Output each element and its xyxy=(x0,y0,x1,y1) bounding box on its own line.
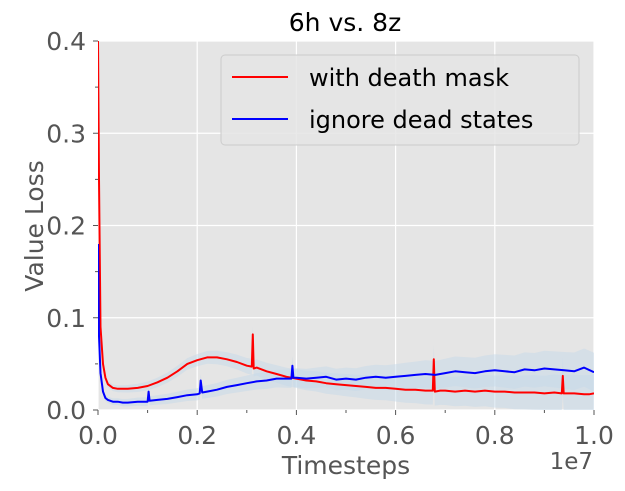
x-tick-label: 0.4 xyxy=(277,421,317,450)
y-tick-label: 0.1 xyxy=(46,304,86,333)
legend-label-with-death-mask: with death mask xyxy=(309,64,509,92)
y-tick-labels: 0.0 0.1 0.2 0.3 0.4 xyxy=(46,27,86,425)
chart-title: 6h vs. 8z xyxy=(289,8,401,37)
confidence-bands xyxy=(98,41,594,410)
x-tick-label: 0.8 xyxy=(475,421,515,450)
x-tick-label: 0.0 xyxy=(78,421,118,450)
legend-label-ignore-dead-states: ignore dead states xyxy=(309,106,533,134)
y-tick-label: 0.3 xyxy=(46,119,86,148)
legend: with death mask ignore dead states xyxy=(220,54,580,146)
x-tick-label: 0.2 xyxy=(177,421,217,450)
y-tick-label: 0.4 xyxy=(46,27,86,56)
series-line-with-death-mask xyxy=(98,41,594,396)
series-line-ignore-dead-states xyxy=(98,243,594,404)
tick-marks xyxy=(93,40,595,415)
x-tick-label: 0.6 xyxy=(376,421,416,450)
y-tick-label: 0.2 xyxy=(46,212,86,241)
x-tick-label: 1.0 xyxy=(574,421,614,450)
series-band-1 xyxy=(98,241,594,407)
x-tick-labels: 0.0 0.2 0.4 0.6 0.8 1.0 xyxy=(78,421,614,450)
y-axis-label: Value Loss xyxy=(20,160,49,291)
x-axis-label: Timesteps xyxy=(281,451,410,480)
x-axis-offset-label: 1e7 xyxy=(550,449,593,475)
series-lines xyxy=(98,41,594,404)
y-tick-label: 0.0 xyxy=(46,396,86,425)
legend-box xyxy=(220,54,580,146)
